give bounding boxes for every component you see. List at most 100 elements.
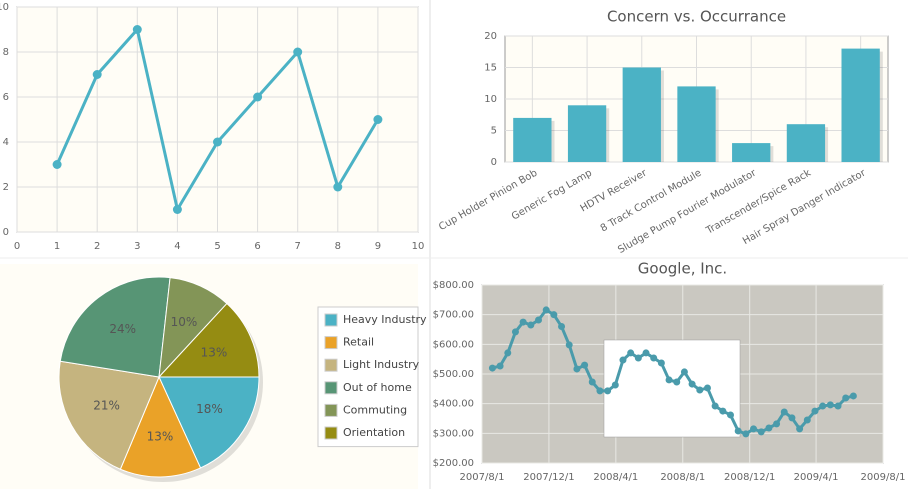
x-tick-label: 10 xyxy=(412,241,425,252)
legend-swatch xyxy=(324,381,338,395)
data-point xyxy=(634,354,642,362)
y-tick-label: $300.00 xyxy=(433,428,474,439)
y-tick-label: 4 xyxy=(3,137,9,148)
x-tick-label: 2009/8/1 xyxy=(861,472,906,483)
data-point xyxy=(750,425,758,433)
data-point xyxy=(703,384,711,392)
data-point xyxy=(333,182,343,192)
x-tick-label: 2 xyxy=(94,241,100,252)
x-tick-label: 7 xyxy=(295,241,301,252)
data-point xyxy=(52,160,62,169)
x-tick-label: 2008/12/1 xyxy=(724,472,775,483)
y-tick-label: $800.00 xyxy=(433,280,474,291)
data-point xyxy=(213,137,222,147)
x-tick-label: 6 xyxy=(254,241,260,252)
pie-label: 21% xyxy=(93,399,120,413)
data-point xyxy=(550,311,558,319)
x-tick-label: 5 xyxy=(214,241,220,252)
y-tick-label: 8 xyxy=(3,47,9,58)
data-point xyxy=(542,306,550,314)
y-tick-label: $600.00 xyxy=(433,339,474,350)
data-point xyxy=(780,408,788,416)
data-point xyxy=(373,115,383,124)
legend-swatch xyxy=(324,403,338,417)
x-tick-label: 2008/8/1 xyxy=(660,472,705,483)
data-point xyxy=(596,387,604,395)
x-tick-label: 1 xyxy=(54,241,60,252)
pie-label: 10% xyxy=(171,315,198,329)
data-point xyxy=(819,402,827,410)
data-point xyxy=(496,362,504,370)
x-tick-label: Cup Holder Pinion Bob xyxy=(437,168,539,233)
data-point xyxy=(604,387,612,395)
zoom-selection xyxy=(603,339,741,438)
x-tick-label: 9 xyxy=(375,241,381,252)
y-tick-label: $700.00 xyxy=(433,310,474,321)
x-tick-label: 4 xyxy=(174,241,180,252)
bar xyxy=(786,124,826,162)
pie-label: 13% xyxy=(201,345,228,359)
bar xyxy=(677,86,716,162)
data-point xyxy=(488,364,496,372)
legend-label: Orientation xyxy=(343,426,405,439)
y-tick-label: 20 xyxy=(484,31,497,42)
data-point xyxy=(734,427,742,435)
data-point xyxy=(842,394,850,402)
y-tick-label: 0 xyxy=(3,227,9,238)
data-point xyxy=(680,368,688,376)
legend-label: Commuting xyxy=(343,403,407,416)
legend-swatch xyxy=(324,358,338,372)
data-point xyxy=(511,328,519,336)
data-point xyxy=(619,356,627,364)
data-point xyxy=(611,381,619,389)
chart-title: Concern vs. Occurrance xyxy=(607,8,786,26)
y-tick-label: 2 xyxy=(3,182,9,193)
x-tick-label: 8 Track Control Module xyxy=(599,168,704,235)
legend-swatch xyxy=(324,313,338,327)
legend-box xyxy=(317,306,419,448)
bar xyxy=(567,105,607,162)
legend-label: Retail xyxy=(343,336,374,349)
x-tick-label: 0 xyxy=(14,241,20,252)
y-tick-label: $400.00 xyxy=(433,399,474,410)
data-point xyxy=(92,70,102,79)
data-point xyxy=(757,428,765,436)
pie-label: 24% xyxy=(109,322,136,336)
data-point xyxy=(742,430,750,438)
y-tick-label: 5 xyxy=(491,126,497,137)
legend-label: Heavy Industry xyxy=(343,313,427,326)
pie-slice xyxy=(157,302,260,378)
data-point xyxy=(558,323,566,331)
y-tick-label: 6 xyxy=(3,92,9,103)
data-point xyxy=(627,349,635,357)
x-tick-label: 3 xyxy=(134,241,140,252)
data-point xyxy=(849,392,857,400)
data-point xyxy=(834,402,842,410)
data-point xyxy=(803,416,811,424)
pie-slice xyxy=(59,276,171,378)
bar xyxy=(732,143,771,162)
data-point xyxy=(172,205,182,214)
data-point xyxy=(642,349,650,357)
data-point xyxy=(535,316,543,324)
data-point xyxy=(696,386,704,394)
pie-label: 18% xyxy=(196,402,223,416)
legend-label: Out of home xyxy=(343,381,412,394)
data-point xyxy=(711,402,719,410)
data-point xyxy=(719,407,727,415)
y-tick-label: 15 xyxy=(484,63,497,74)
data-point xyxy=(826,401,834,409)
y-tick-label: 10 xyxy=(484,94,497,105)
data-point xyxy=(788,414,796,422)
x-tick-label: 2009/4/1 xyxy=(794,472,839,483)
data-point xyxy=(581,361,589,369)
data-point xyxy=(726,411,734,419)
data-point xyxy=(773,420,781,428)
data-point xyxy=(132,25,142,34)
y-tick-label: $500.00 xyxy=(433,369,474,380)
data-point xyxy=(565,341,573,349)
data-point xyxy=(673,378,681,386)
y-tick-label: 10 xyxy=(0,2,9,13)
x-tick-label: 2007/8/1 xyxy=(460,472,505,483)
